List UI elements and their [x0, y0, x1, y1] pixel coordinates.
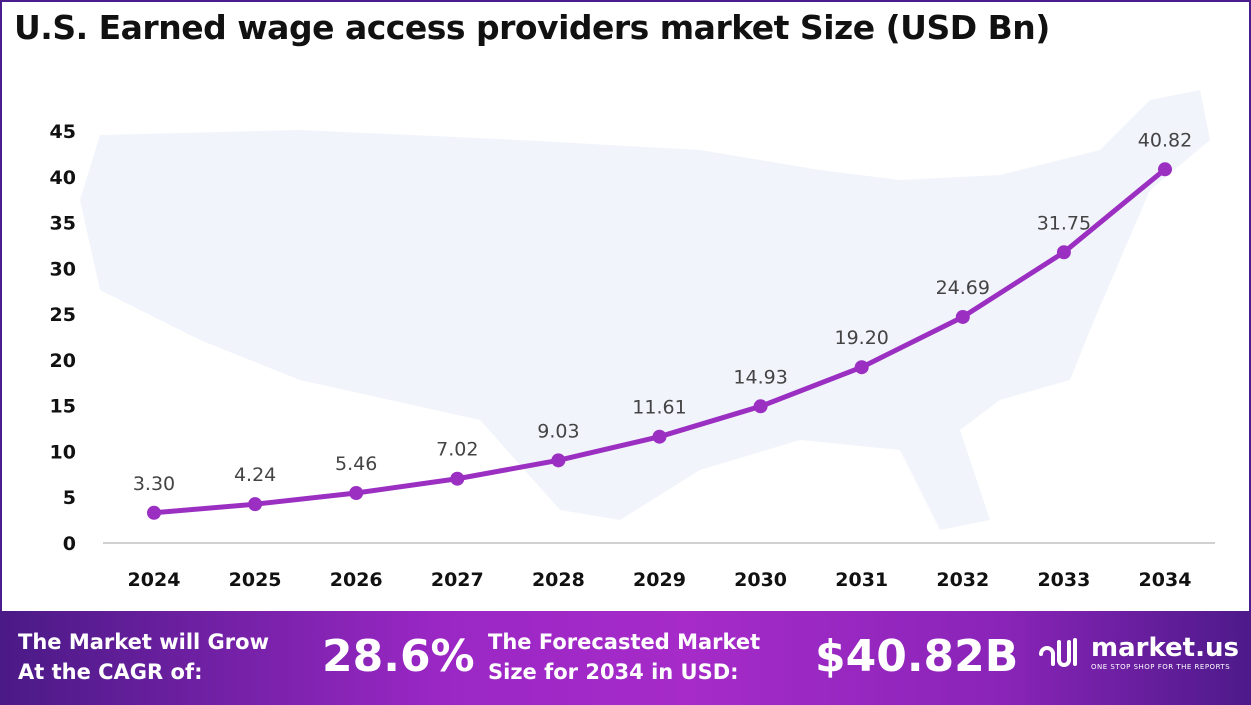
- cagr-label-line2: At the CAGR of:: [18, 660, 203, 684]
- data-point: [753, 399, 768, 414]
- x-tick-label: 2028: [532, 569, 585, 591]
- data-label: 40.82: [1138, 129, 1192, 151]
- x-tick-label: 2030: [734, 569, 787, 591]
- logo-name: market.us: [1091, 633, 1239, 663]
- y-tick-label: 5: [63, 487, 76, 509]
- y-tick-label: 20: [50, 350, 76, 372]
- x-tick-label: 2031: [835, 569, 888, 591]
- data-point: [450, 471, 465, 486]
- x-tick-label: 2025: [229, 569, 282, 591]
- data-point: [1158, 162, 1172, 177]
- data-label: 9.03: [537, 420, 579, 442]
- cagr-label-line1: The Market will Grow: [18, 630, 269, 654]
- x-tick-label: 2027: [431, 569, 484, 591]
- forecast-value: $40.82B: [815, 631, 1019, 682]
- x-tick-label: 2033: [1037, 569, 1090, 591]
- forecast-label-line1: The Forecasted Market: [488, 630, 761, 654]
- us-map-background: [80, 90, 1210, 530]
- cagr-value: 28.6%: [322, 631, 475, 682]
- y-tick-label: 35: [50, 213, 76, 235]
- data-point: [652, 429, 667, 444]
- data-point: [551, 453, 566, 468]
- data-label: 31.75: [1037, 212, 1091, 234]
- market-us-logo-icon: [1039, 638, 1077, 667]
- data-label: 14.93: [733, 366, 787, 388]
- x-tick-label: 2029: [633, 569, 686, 591]
- y-tick-label: 30: [50, 258, 76, 280]
- forecast-label-line2: Size for 2034 in USD:: [488, 660, 739, 684]
- y-tick-label: 0: [63, 533, 76, 555]
- data-point: [349, 486, 364, 501]
- x-tick-label: 2032: [936, 569, 989, 591]
- y-tick-label: 15: [50, 396, 76, 418]
- x-tick-label: 2034: [1139, 569, 1192, 591]
- data-point: [147, 505, 161, 520]
- forecast-label: The Forecasted Market Size for 2034 in U…: [488, 627, 760, 687]
- data-label: 7.02: [436, 439, 478, 461]
- data-point: [1056, 245, 1071, 260]
- y-tick-label: 40: [50, 167, 76, 189]
- x-tick-label: 2026: [330, 569, 383, 591]
- x-tick-label: 2024: [128, 569, 181, 591]
- summary-banner: The Market will Grow At the CAGR of: 28.…: [0, 611, 1251, 705]
- data-point: [854, 360, 869, 375]
- chart-title: U.S. Earned wage access providers market…: [14, 8, 1050, 47]
- data-label: 19.20: [834, 327, 888, 349]
- y-tick-label: 45: [50, 121, 76, 143]
- y-tick-label: 10: [50, 441, 76, 463]
- data-label: 11.61: [632, 397, 686, 419]
- data-point: [955, 309, 970, 324]
- data-point: [248, 497, 263, 512]
- market-us-logo: market.us ONE STOP SHOP FOR THE REPORTS: [1035, 633, 1239, 671]
- data-label: 3.30: [133, 473, 175, 495]
- data-label: 24.69: [936, 277, 990, 299]
- y-tick-label: 25: [50, 304, 76, 326]
- data-label: 4.24: [234, 464, 276, 486]
- cagr-label: The Market will Grow At the CAGR of:: [18, 627, 269, 687]
- data-label: 5.46: [335, 453, 377, 475]
- logo-tagline: ONE STOP SHOP FOR THE REPORTS: [1091, 663, 1231, 671]
